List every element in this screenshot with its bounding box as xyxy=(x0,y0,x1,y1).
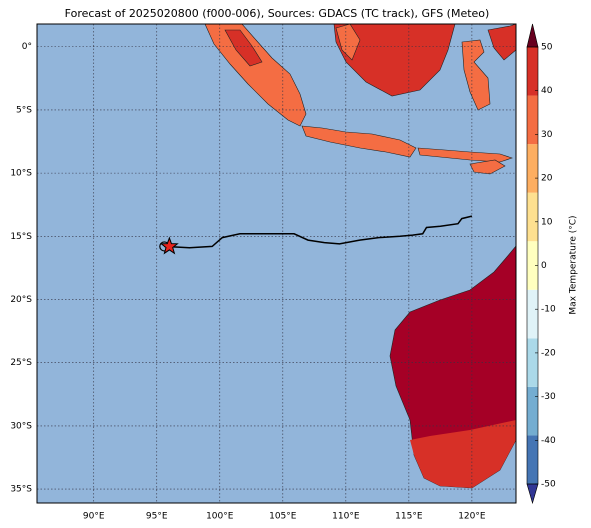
java xyxy=(301,125,417,158)
x-tick-label: 120°E xyxy=(458,512,486,522)
colorbar-swatch xyxy=(527,241,538,290)
colorbar-tick-label: -30 xyxy=(541,392,556,402)
map-frame xyxy=(36,23,517,504)
colorbar: 50 40 30 20 10 0 -10 -20 -30 -40 -50 xyxy=(526,23,556,505)
y-tick-label: 25°S xyxy=(10,358,32,368)
colorbar-swatch xyxy=(527,47,538,96)
colorbar-label: Max Temperature (°C) xyxy=(569,215,579,314)
y-tick-label: 30°S xyxy=(10,421,32,431)
y-tick-label: 5°S xyxy=(16,105,32,115)
colorbar-swatch xyxy=(527,386,538,436)
track-layer xyxy=(159,215,473,255)
colorbar-swatch xyxy=(527,289,538,339)
borneo-west xyxy=(335,23,361,61)
colorbar-tick-label: -40 xyxy=(541,436,556,446)
grid xyxy=(37,24,516,503)
colorbar-swatch xyxy=(527,144,538,193)
colorbar-swatch xyxy=(527,95,538,145)
storm-position xyxy=(159,236,179,255)
map-title: Forecast of 2025020800 (f000-006), Sourc… xyxy=(65,7,490,20)
colorbar-tick-label: 20 xyxy=(541,174,553,184)
colorbar-swatch xyxy=(527,435,538,484)
colorbar-extend-min xyxy=(526,483,539,505)
x-tick-label: 115°E xyxy=(395,512,423,522)
colorbar-extend-max xyxy=(526,23,539,48)
borneo xyxy=(333,23,456,97)
colorbar-swatch xyxy=(527,338,538,387)
y-tick-label: 20°S xyxy=(10,295,32,305)
colorbar-tick-label: 0 xyxy=(541,261,547,271)
colorbar-tick-label: -20 xyxy=(541,348,556,358)
x-tick-label: 110°E xyxy=(332,512,360,522)
colorbar-tick-label: 50 xyxy=(541,43,553,53)
y-tick-label: 35°S xyxy=(10,485,32,495)
y-tick-label: 0° xyxy=(22,42,32,52)
map-area xyxy=(37,23,517,503)
colorbar-tick-label: 30 xyxy=(541,130,553,140)
y-tick-label: 10°S xyxy=(10,169,32,179)
colorbar-tick-label: 40 xyxy=(541,86,553,96)
land xyxy=(204,23,517,489)
sunda-islands xyxy=(417,147,513,163)
x-tick-label: 95°E xyxy=(146,512,168,522)
australia-south xyxy=(410,420,516,488)
sumatra xyxy=(204,23,307,127)
x-tick-label: 100°E xyxy=(206,512,234,522)
timor xyxy=(469,159,506,175)
sulawesi xyxy=(461,39,491,111)
sumatra-hot xyxy=(224,29,263,67)
colorbar-swatch xyxy=(527,192,538,242)
colorbar-tick-label: -10 xyxy=(541,305,556,315)
storm-track xyxy=(164,215,473,249)
x-tick-label: 90°E xyxy=(83,512,105,522)
y-tick-label: 15°S xyxy=(10,232,32,242)
colorbar-tick-label: 10 xyxy=(541,217,553,227)
colorbar-tick-label: -50 xyxy=(541,480,556,490)
x-tick-label: 105°E xyxy=(269,512,297,522)
